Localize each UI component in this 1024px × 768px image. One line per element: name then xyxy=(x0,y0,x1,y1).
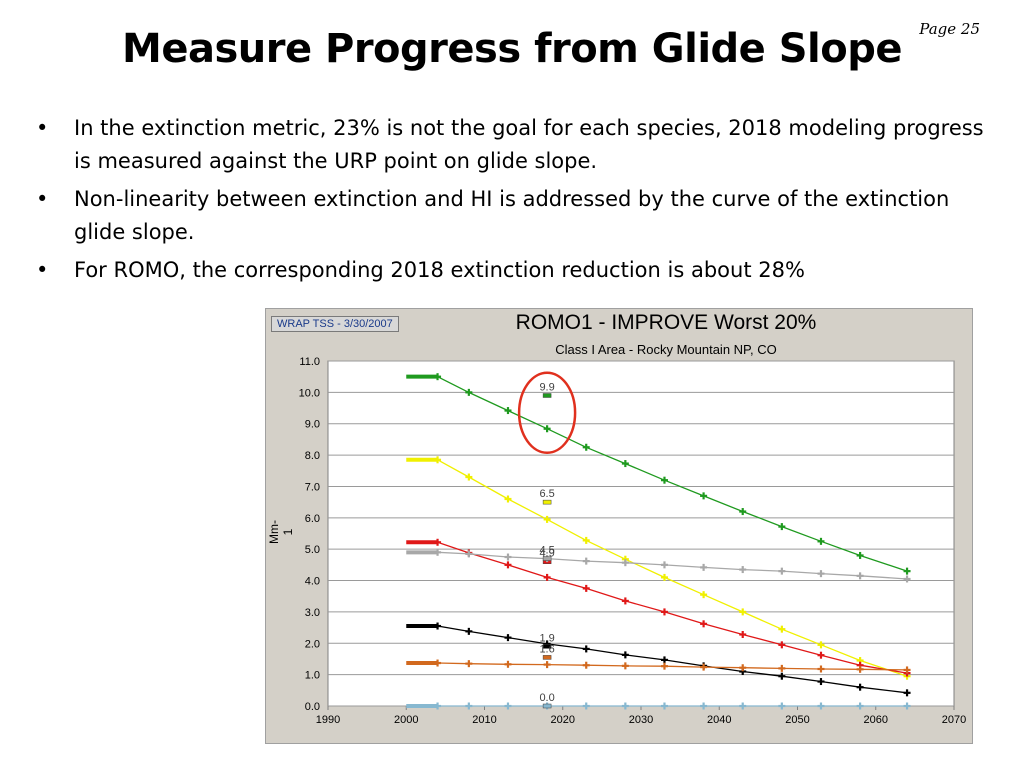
x-tick-label: 2060 xyxy=(864,714,888,726)
bullet-dot: • xyxy=(36,258,49,282)
chart-title: ROMO1 - IMPROVE Worst 20% xyxy=(515,311,817,334)
modeled-2018-marker xyxy=(542,655,552,660)
modeled-2018-label: 6.5 xyxy=(539,488,554,500)
x-tick-label: 2000 xyxy=(394,714,418,726)
bullet-text: Non-linearity between extinction and HI … xyxy=(74,187,950,244)
x-tick-label: 2030 xyxy=(629,714,653,726)
chart-subtitle: Class I Area - Rocky Mountain NP, CO xyxy=(555,342,777,357)
bullet-text: In the extinction metric, 23% is not the… xyxy=(74,116,984,173)
y-tick-label: 5.0 xyxy=(305,544,320,556)
y-tick-label: 0.0 xyxy=(305,701,320,713)
bullet-item: • Non-linearity between extinction and HI… xyxy=(36,183,996,249)
x-tick-label: 2040 xyxy=(707,714,731,726)
y-tick-label: 4.0 xyxy=(305,576,320,588)
y-tick-label: 3.0 xyxy=(305,607,320,619)
bullet-dot: • xyxy=(36,116,49,140)
y-tick-label: 2.0 xyxy=(305,638,320,650)
bullet-item: • In the extinction metric, 23% is not th… xyxy=(36,112,996,178)
modeled-2018-label: 1.6 xyxy=(539,643,554,655)
highlight-circle xyxy=(517,371,577,454)
slide-title: Measure Progress from Glide Slope xyxy=(122,26,902,72)
chart-frame: WRAP TSS - 3/30/2007 ROMO1 - IMPROVE Wor… xyxy=(265,308,973,744)
modeled-2018-marker xyxy=(542,556,552,561)
modeled-2018-marker xyxy=(542,499,552,505)
modeled-2018-marker xyxy=(542,703,552,709)
x-tick-label: 2010 xyxy=(472,714,496,726)
modeled-2018-label: 9.9 xyxy=(539,382,554,394)
x-tick-label: 1990 xyxy=(316,714,340,726)
bullet-list: • In the extinction metric, 23% is not th… xyxy=(36,112,996,292)
modeled-2018-label: 1.9 xyxy=(539,632,554,644)
modeled-2018-marker xyxy=(542,393,552,398)
x-tick-label: 2070 xyxy=(942,714,966,726)
x-tick-label: 2020 xyxy=(551,714,575,726)
y-tick-label: 11.0 xyxy=(299,356,320,368)
page-number: Page 25 xyxy=(919,20,980,38)
y-tick-label: 7.0 xyxy=(305,481,320,493)
bullet-text: For ROMO, the corresponding 2018 extinct… xyxy=(74,258,805,282)
y-tick-label: 8.0 xyxy=(305,450,320,462)
y-tick-label: 6.0 xyxy=(305,513,320,525)
bullet-item: • For ROMO, the corresponding 2018 extinc… xyxy=(36,254,996,287)
bullet-dot: • xyxy=(36,187,49,211)
modeled-2018-label: 0.0 xyxy=(539,692,554,704)
y-tick-label: 9.0 xyxy=(305,419,320,431)
line-chart: 0.0 1.0 2.0 3.0 4.0 5.0 6.0 7.0 8.0 9.0 10.0 11.0 19… xyxy=(299,356,967,726)
chart-tag: WRAP TSS - 3/30/2007 xyxy=(271,316,399,332)
modeled-2018-label: 4.5 xyxy=(539,545,554,557)
y-tick-label: 10.0 xyxy=(299,387,320,399)
plot-area xyxy=(327,360,955,707)
x-tick-label: 2050 xyxy=(785,714,809,726)
modeled-2018-marker xyxy=(542,644,552,649)
y-tick-label: 1.0 xyxy=(305,670,320,682)
